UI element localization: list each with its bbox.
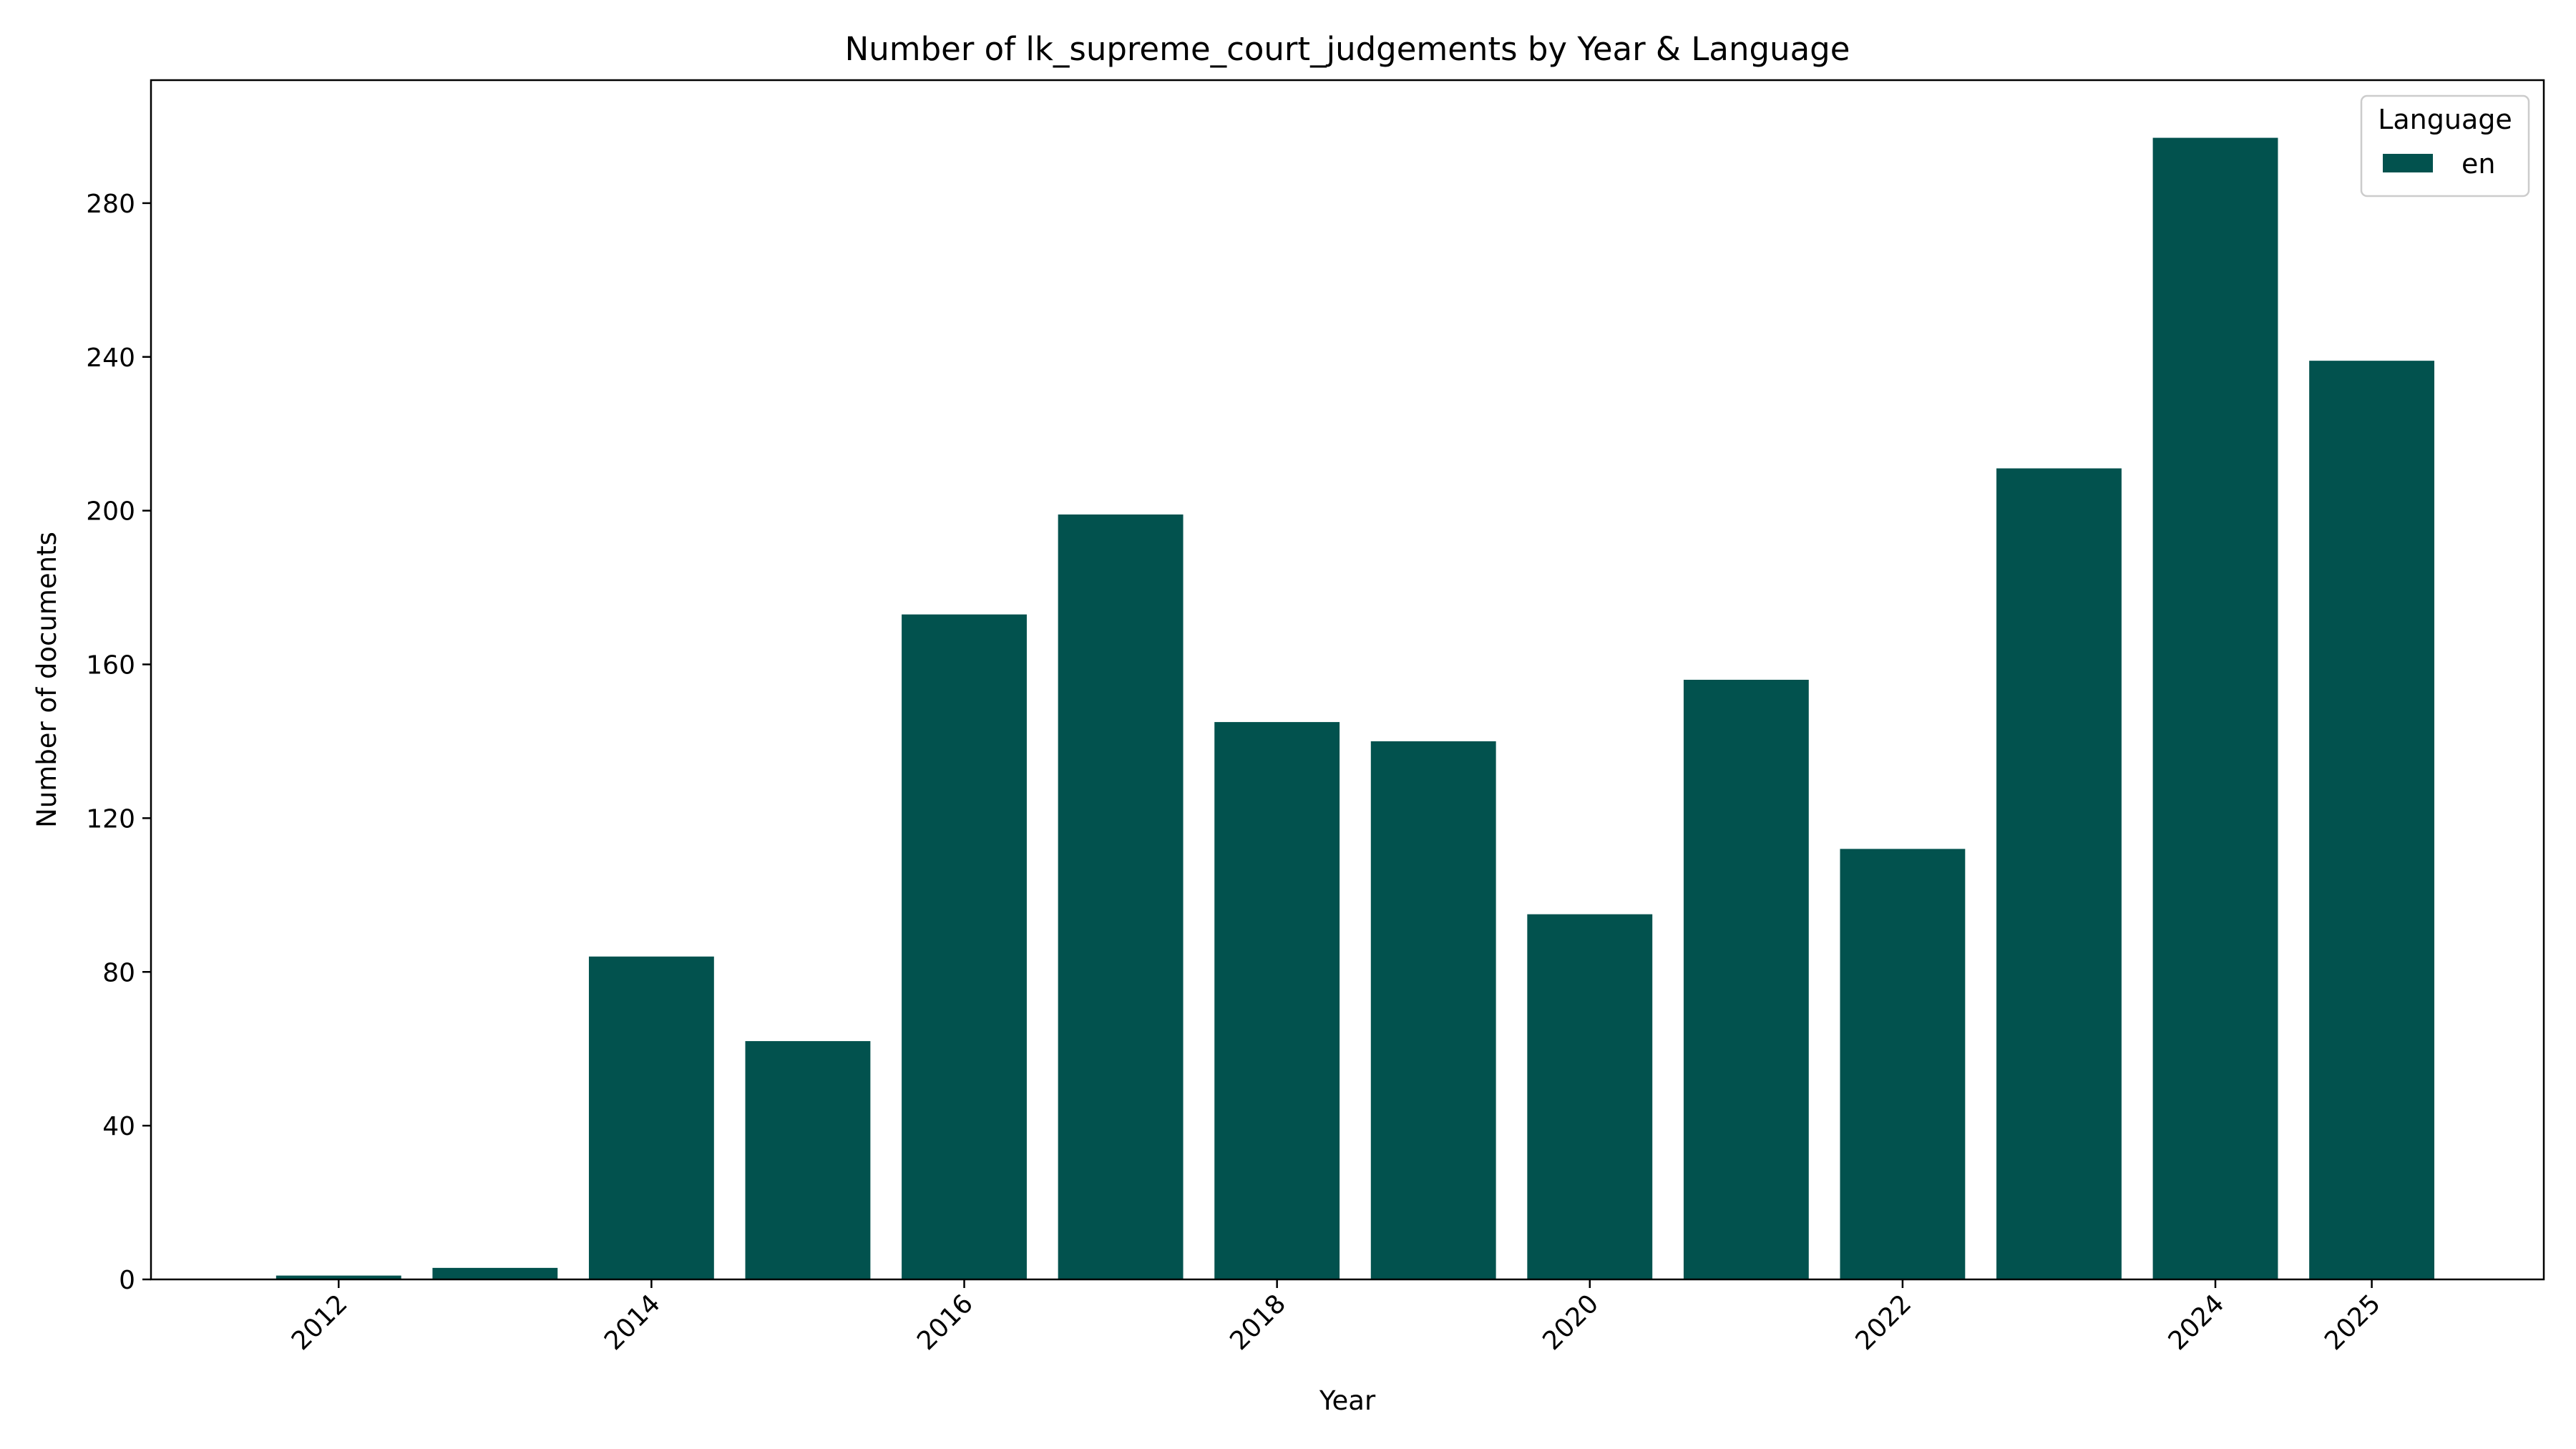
bar-2018 (1214, 722, 1340, 1279)
bar-2023 (1996, 468, 2122, 1279)
bar-2017 (1058, 514, 1184, 1279)
x-axis-label: Year (1319, 1385, 1376, 1416)
legend: Language en (2360, 94, 2530, 197)
bar-2020 (1527, 914, 1653, 1279)
y-tick-label: 280 (86, 190, 135, 219)
legend-title: Language (2378, 104, 2512, 135)
y-axis-ticks: 0 40 80 120 160 200 240 280 (86, 190, 151, 1295)
chart-title: Number of lk_supreme_court_judgements by… (845, 30, 1850, 68)
y-tick-label: 200 (86, 497, 135, 527)
y-tick-label: 160 (86, 651, 135, 680)
bar-2013 (432, 1267, 558, 1279)
y-tick-label: 40 (102, 1112, 135, 1141)
y-tick-label: 80 (102, 958, 135, 987)
bars-group (275, 137, 2435, 1280)
bar-2016 (902, 614, 1027, 1279)
y-tick-label: 120 (86, 804, 135, 834)
bar-2022 (1840, 849, 1966, 1279)
legend-swatch-en (2383, 154, 2433, 172)
y-tick-label: 240 (86, 343, 135, 373)
plot-area-frame (150, 79, 2545, 1281)
bar-2025 (2309, 361, 2435, 1280)
y-tick-label: 0 (119, 1266, 135, 1295)
bar-2012 (275, 1275, 401, 1279)
bar-2014 (588, 956, 714, 1279)
bar-2019 (1370, 741, 1496, 1279)
bar-2021 (1683, 680, 1809, 1279)
bar-2024 (2152, 137, 2278, 1280)
legend-label-en: en (2462, 148, 2495, 180)
y-axis-label: Number of documents (31, 532, 62, 828)
bar-2015 (745, 1040, 871, 1279)
